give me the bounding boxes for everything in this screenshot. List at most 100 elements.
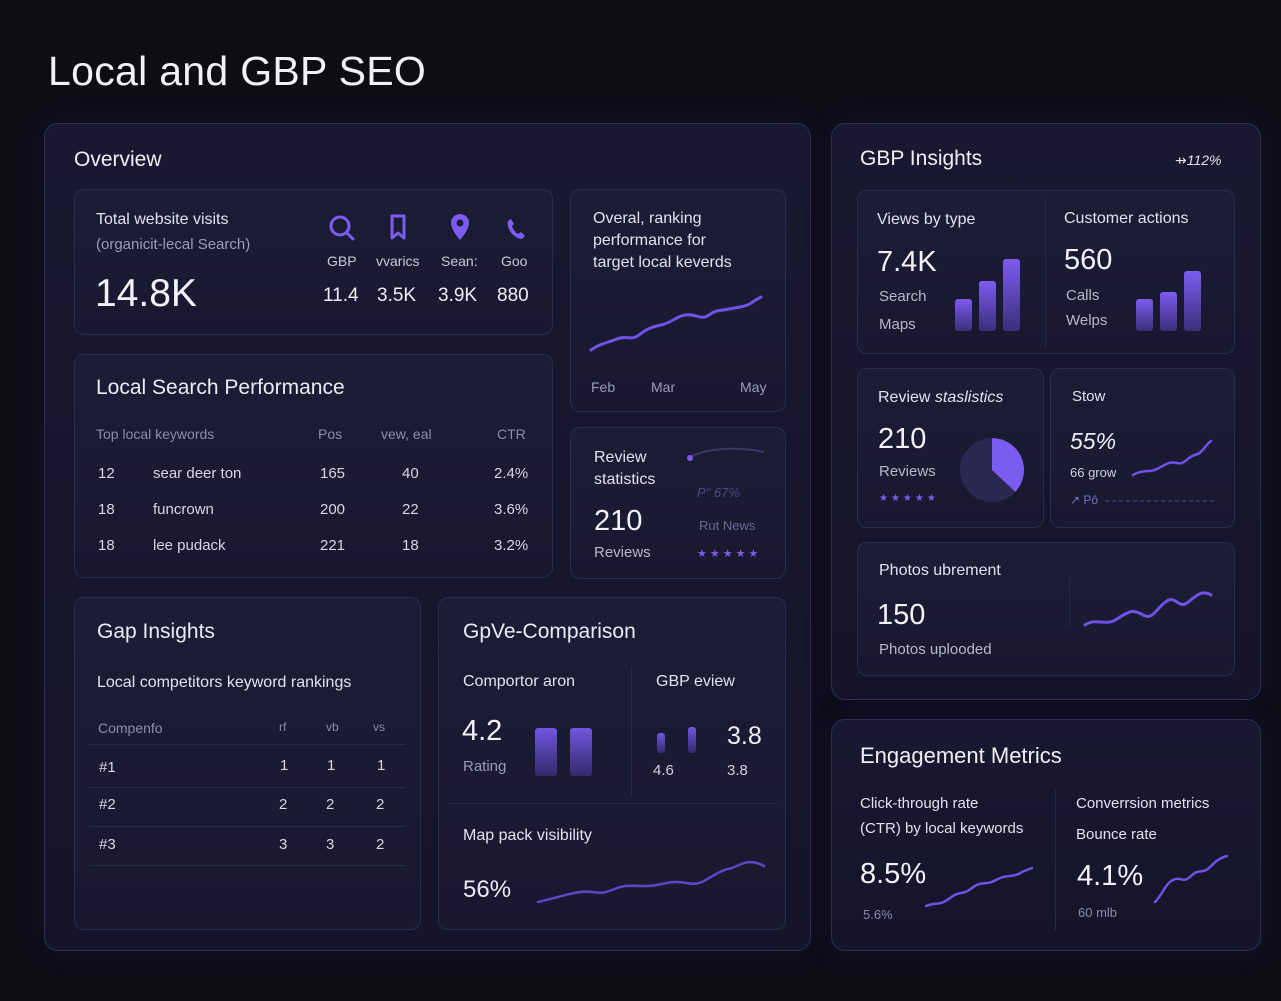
ranking-performance-card[interactable]: Overal, ranking performance for target l… <box>570 189 786 412</box>
metric-value-goo: 880 <box>497 285 529 306</box>
actions-title: Customer actions <box>1064 210 1189 227</box>
row-value: 2 <box>376 836 385 853</box>
ranking-title-line1: Overal, ranking <box>593 210 702 227</box>
views-bar <box>979 281 996 331</box>
visits-value: 14.8K <box>95 272 197 315</box>
row-value: 2 <box>279 796 288 813</box>
metric-value-gbp: 11.4 <box>323 285 359 306</box>
row-value: 2 <box>376 796 385 813</box>
gbp-review-card[interactable]: Review staslistics 210 Reviews ★★★★★ <box>857 368 1044 528</box>
row-competitor: #1 <box>99 759 116 776</box>
row-value: 3 <box>279 836 288 853</box>
actions-bar <box>1136 299 1153 331</box>
metric-label-goo: Goo <box>501 253 528 269</box>
actions-bar <box>1184 271 1201 331</box>
review-side-news: Rut News <box>699 518 756 533</box>
conversion-value: 4.1% <box>1077 860 1144 892</box>
comparison-card[interactable]: GрVe-Comparison Comportor aron 4.2 Ratin… <box>438 597 786 930</box>
gap-divider <box>89 744 405 745</box>
photos-card[interactable]: Photos ubrement 150 Photos uplooded <box>857 542 1235 676</box>
stow-title: Stow <box>1072 388 1106 405</box>
row-value: 1 <box>280 757 289 774</box>
gbp-review-value: 210 <box>878 423 927 455</box>
competitor-bar-a <box>535 728 557 776</box>
review-value: 210 <box>594 505 643 537</box>
photos-title: Photos ubrement <box>879 562 1001 579</box>
metric-label-variants: vvarics <box>376 253 420 269</box>
gbp-review-title: Review staslistics <box>878 389 1003 407</box>
stow-sub: 66 grow <box>1070 465 1117 480</box>
website-visits-card[interactable]: Total website visits (organicit-lecal Se… <box>74 189 553 335</box>
photos-divider <box>1069 579 1070 627</box>
ranking-title-line3: target local keverds <box>593 254 732 271</box>
ranking-x-label-feb: Feb <box>591 379 616 395</box>
row-ctr: 2.4% <box>494 465 529 482</box>
row-pos: 165 <box>320 465 346 482</box>
views-bar-chart <box>955 259 1025 331</box>
row-keyword: funcrown <box>153 501 214 518</box>
comparison-horizontal-divider <box>449 803 777 804</box>
gap-insights-card[interactable]: Gap Insights Local competitors keyword r… <box>74 597 421 930</box>
row-rank: 18 <box>98 537 115 554</box>
local-search-header-views: vew, eal <box>381 426 432 442</box>
ctr-value: 8.5% <box>860 858 927 890</box>
engagement-title: Engagement Metrics <box>860 743 1062 768</box>
review-stars: ★★★★★ <box>697 548 762 560</box>
gbp-review-label: GBP eview <box>656 673 735 690</box>
actions-line2: Welps <box>1066 312 1108 329</box>
views-actions-card[interactable]: Views by type 7.4K Search Maps Customer … <box>857 190 1235 354</box>
views-title: Views by type <box>877 211 976 228</box>
gbp-review-value: 3.8 <box>727 722 762 750</box>
row-value: 3 <box>326 836 335 853</box>
ctr-line1: Click-through rate <box>860 795 979 812</box>
competitor-value: 4.2 <box>462 715 503 747</box>
photos-value: 150 <box>877 599 926 631</box>
gbp-insights-title: GBP Insights <box>860 147 983 170</box>
row-rank: 12 <box>98 465 115 482</box>
local-search-card[interactable]: Local Search Performance Top local keywo… <box>74 354 553 578</box>
row-views: 40 <box>402 465 419 482</box>
ctr-sub: 5.6% <box>863 907 893 922</box>
views-actions-divider <box>1045 197 1046 347</box>
row-views: 18 <box>402 537 419 554</box>
local-search-title: Local Search Performance <box>96 376 345 399</box>
ranking-title-line2: performance for <box>593 232 706 249</box>
gbp-bar-a <box>657 733 665 753</box>
gap-header-competitor: Compenfo <box>98 720 163 736</box>
stow-value: 55% <box>1070 428 1117 454</box>
overview-title: Overview <box>74 148 162 171</box>
views-bar <box>955 299 972 331</box>
local-search-header-pos: Pos <box>318 426 343 442</box>
ctr-trend-line <box>924 866 1034 908</box>
conversion-line1: Converrsion metrics <box>1076 795 1210 812</box>
row-competitor: #2 <box>99 796 116 813</box>
gbp-review-title-a: Review <box>878 389 935 406</box>
row-competitor: #3 <box>99 836 116 853</box>
ranking-x-label-may: May <box>740 379 767 395</box>
pie-slice <box>992 438 1024 492</box>
review-curve <box>687 447 765 461</box>
gbp-review-val-b: 3.8 <box>727 762 748 779</box>
review-title-line1: Review <box>594 449 647 466</box>
views-line2: Maps <box>879 316 916 333</box>
metric-value-search: 3.9K <box>438 285 478 306</box>
local-search-header-ctr: CTR <box>497 426 526 442</box>
map-pack-label: Map pack visibility <box>463 827 592 844</box>
gap-title: Gap Insights <box>97 620 215 643</box>
review-statistics-card[interactable]: Review statistics 210 Reviews Pʺ 67% Rut… <box>570 427 786 579</box>
stow-card[interactable]: Stow 55% 66 grow ↗ Pô <box>1050 368 1235 528</box>
competitor-label: Comportor aron <box>463 673 576 690</box>
gbp-bar-b <box>688 727 696 753</box>
views-value: 7.4K <box>877 246 937 278</box>
stow-trend-line <box>1131 439 1213 477</box>
actions-bar-chart <box>1136 268 1208 331</box>
gap-divider <box>89 826 405 827</box>
gap-divider <box>89 787 405 788</box>
row-value: 2 <box>326 796 335 813</box>
views-line1: Search <box>879 288 927 305</box>
row-value: 1 <box>377 757 386 774</box>
conversion-trend-line <box>1153 854 1229 904</box>
row-rank: 18 <box>98 501 115 518</box>
photos-label: Photos uplooded <box>879 641 992 658</box>
metric-label-gbp: GBP <box>327 253 357 269</box>
